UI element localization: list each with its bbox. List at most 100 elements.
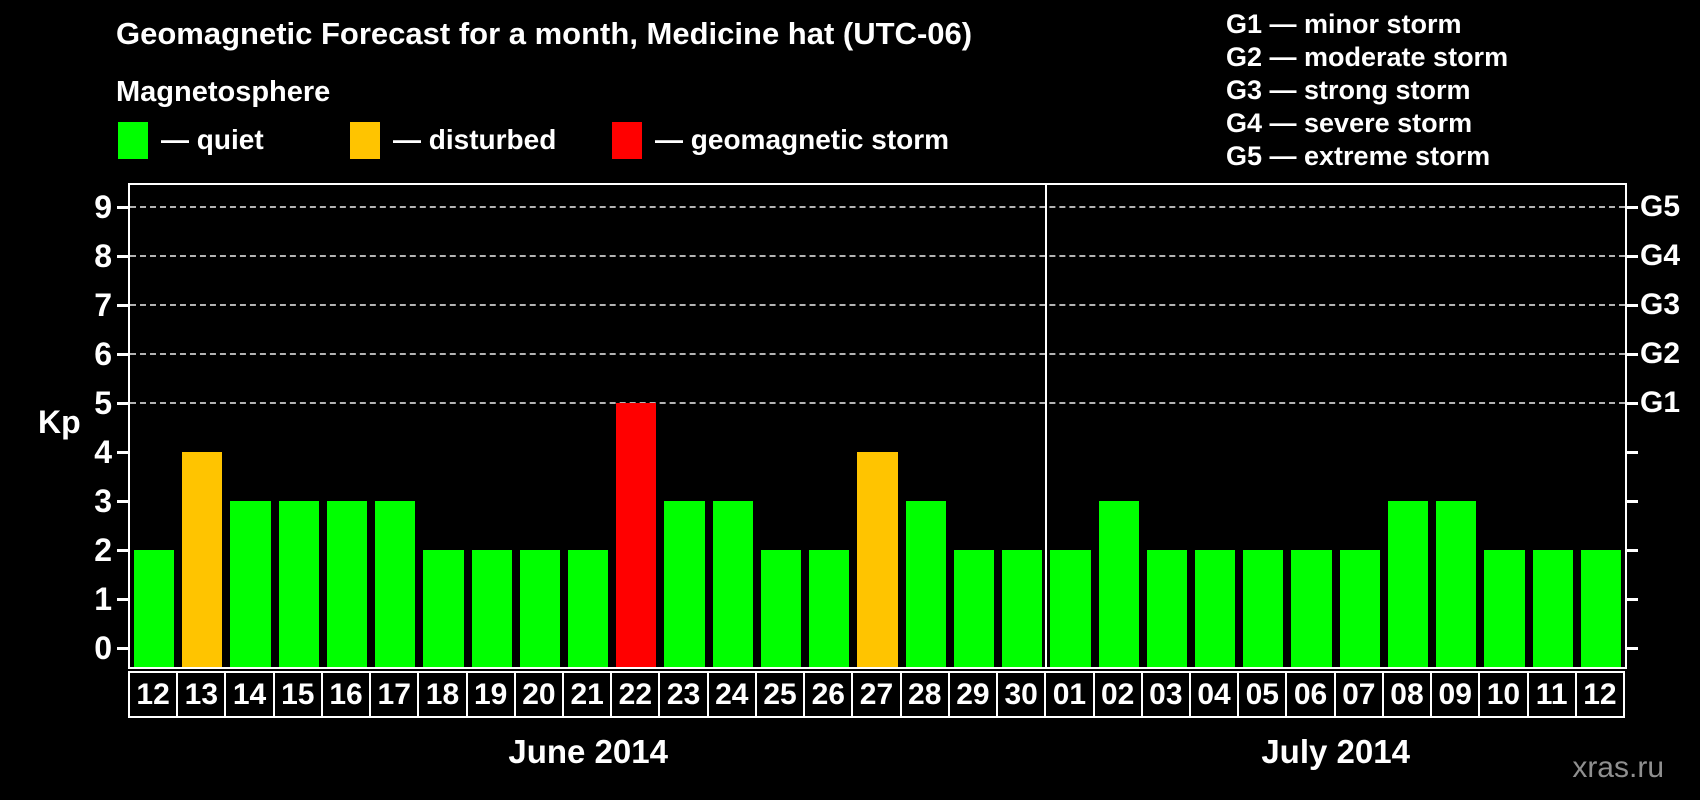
y-tick-label-6: 6 — [94, 336, 112, 372]
gridline-kp7 — [130, 304, 1625, 306]
kp-bar-july-11 — [1532, 550, 1573, 667]
y-tick-label-1: 1 — [94, 581, 112, 617]
day-label-cell: 17 — [369, 671, 420, 718]
left-axis-tick — [117, 402, 128, 405]
kp-bar-june-22 — [616, 403, 657, 667]
kp-bar-june-18 — [423, 550, 464, 667]
day-label-cell: 21 — [562, 671, 613, 718]
g-scale-label-G5: G5 — [1640, 190, 1681, 223]
kp-bar-june-27 — [857, 452, 898, 667]
legend-item-label: — quiet — [161, 124, 264, 155]
day-label-cell: 20 — [513, 671, 565, 718]
legend-item-storm: — geomagnetic storm — [612, 121, 949, 159]
left-axis-tick — [117, 500, 128, 503]
g-legend-line-5: G5 — extreme storm — [1226, 141, 1491, 171]
gridline-kp5 — [130, 402, 1625, 404]
kp-bar-july-01 — [1050, 550, 1091, 667]
day-label-cell: 27 — [851, 671, 902, 718]
kp-bar-july-05 — [1243, 550, 1284, 667]
kp-bar-june-24 — [712, 501, 753, 667]
left-axis-tick — [117, 353, 128, 356]
kp-bar-july-10 — [1484, 550, 1525, 667]
day-label-cell: 11 — [1526, 671, 1577, 718]
day-label-cell: 04 — [1188, 671, 1240, 718]
day-label-cell: 06 — [1285, 671, 1336, 718]
kp-bar-june-16 — [326, 501, 368, 667]
right-axis-tick — [1627, 451, 1638, 454]
g-legend-line-2: G2 — moderate storm — [1226, 42, 1509, 72]
legend-item-label: — geomagnetic storm — [655, 124, 950, 155]
y-tick-label-7: 7 — [94, 287, 112, 323]
kp-bar-july-07 — [1339, 550, 1380, 667]
right-axis-tick — [1627, 206, 1638, 209]
day-label-cell: 05 — [1237, 671, 1288, 718]
right-axis-tick — [1627, 549, 1638, 552]
kp-bar-july-08 — [1387, 501, 1429, 667]
y-tick-label-5: 5 — [94, 385, 112, 421]
chart-title: Geomagnetic Forecast for a month, Medici… — [116, 16, 973, 51]
day-label-cell: 15 — [272, 671, 323, 718]
right-axis-tick — [1627, 402, 1638, 405]
day-label-cell: 28 — [899, 671, 950, 718]
kp-bar-june-20 — [519, 550, 561, 667]
right-axis-tick — [1627, 647, 1638, 650]
day-label-cell: 16 — [320, 671, 372, 718]
left-axis-tick — [117, 206, 128, 209]
day-axis-row: 12 13 14 15 16 17 18 19 20 21 22 23 24 25 26 27 28 29 30 01… — [128, 671, 1627, 718]
kp-bar-june-15 — [278, 501, 319, 667]
left-axis-tick — [117, 451, 128, 454]
y-tick-label-3: 3 — [94, 483, 112, 519]
day-label-cell: 07 — [1333, 671, 1384, 718]
right-axis-tick — [1627, 353, 1638, 356]
g-legend-line-1: G1 — minor storm — [1226, 9, 1462, 39]
kp-bar-june-25 — [760, 550, 802, 667]
right-axis-tick — [1627, 255, 1638, 258]
g-legend-line-4: G4 — severe storm — [1226, 108, 1473, 138]
day-label-cell: 14 — [224, 671, 275, 718]
kp-bar-june-28 — [905, 501, 946, 667]
day-label-cell: 03 — [1140, 671, 1191, 718]
day-label-cell: 19 — [465, 671, 516, 718]
left-axis-tick — [117, 255, 128, 258]
day-label-cell: 23 — [658, 671, 709, 718]
gridline-kp8 — [130, 255, 1625, 257]
kp-bar-june-30 — [1002, 550, 1043, 667]
y-tick-label-4: 4 — [94, 434, 112, 470]
plot-area — [117, 183, 1638, 669]
kp-bar-july-03 — [1146, 550, 1187, 667]
legend-item-label: — disturbed — [393, 124, 557, 155]
kp-bar-june-29 — [953, 550, 995, 667]
kp-bar-july-02 — [1098, 501, 1139, 667]
gridline-kp6 — [130, 353, 1625, 355]
g-scale-label-G2: G2 — [1640, 337, 1681, 370]
g-scale-label-G3: G3 — [1640, 288, 1681, 321]
kp-bar-july-12 — [1580, 550, 1621, 667]
disturbed-color-swatch — [350, 121, 380, 159]
day-label-cell: 18 — [417, 671, 468, 718]
left-axis-tick — [117, 549, 128, 552]
gridline-kp9 — [130, 206, 1625, 208]
right-axis-tick — [1627, 598, 1638, 601]
g-scale-legend: G1 — minor storm G2 — moderate storm G3 — … — [1226, 8, 1508, 173]
g-scale-label-G1: G1 — [1640, 386, 1681, 419]
month-label-2: July 2014 — [1261, 733, 1410, 770]
day-label-cell: 12 — [128, 671, 179, 718]
day-label-cell: 10 — [1478, 671, 1529, 718]
magnetosphere-legend-heading: Magnetosphere — [116, 76, 331, 108]
kp-bar-june-12 — [134, 550, 175, 667]
day-label-cell: 01 — [1044, 671, 1095, 718]
storm-color-swatch — [612, 121, 642, 159]
y-tick-label-2: 2 — [94, 532, 112, 568]
legend-item-quiet: — quiet — [118, 121, 264, 159]
day-label-cell: 12 — [1574, 671, 1625, 718]
day-label-cell: 30 — [996, 671, 1047, 718]
left-axis-tick — [117, 647, 128, 650]
day-label-cell: 22 — [610, 671, 661, 718]
g-scale-label-G4: G4 — [1640, 239, 1681, 272]
month-label-1: June 2014 — [508, 733, 668, 770]
kp-bar-june-17 — [375, 501, 416, 667]
kp-bar-july-06 — [1291, 550, 1332, 667]
day-label-cell: 25 — [754, 671, 806, 718]
right-axis-tick — [1627, 500, 1638, 503]
